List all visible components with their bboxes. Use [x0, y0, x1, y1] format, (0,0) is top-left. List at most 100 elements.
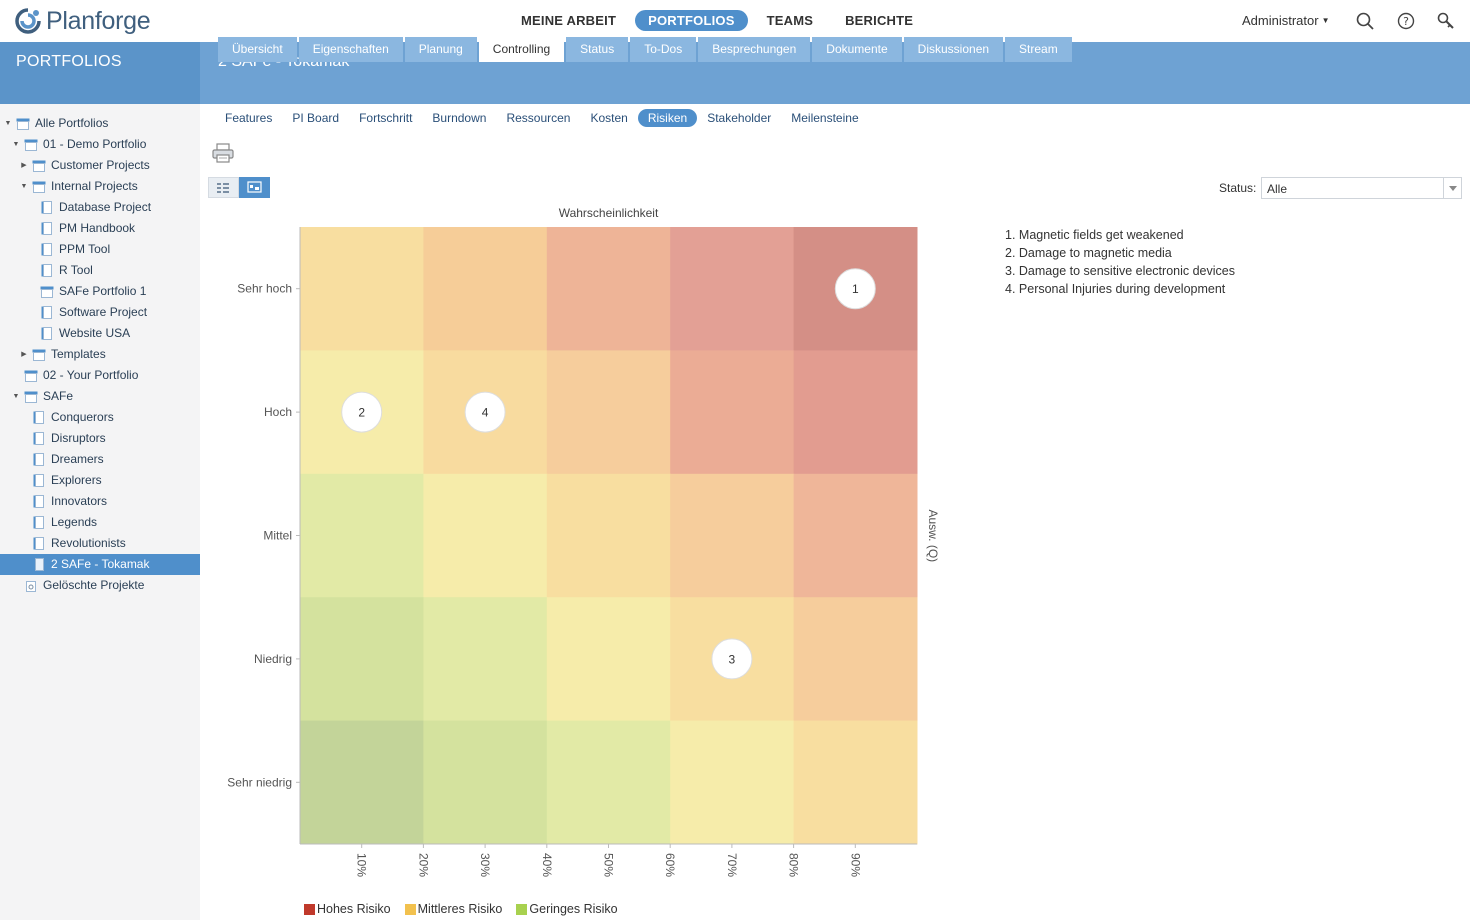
- tab-bersicht[interactable]: Übersicht: [218, 37, 297, 62]
- legend-swatch: [304, 903, 315, 915]
- tree-item-database-project[interactable]: Database Project: [0, 197, 200, 218]
- tree-item-label: SAFe Portfolio 1: [59, 284, 147, 298]
- caret-right-icon[interactable]: ▶: [21, 351, 27, 358]
- y-tick-label: Sehr niedrig: [227, 775, 292, 789]
- risk-marker-1[interactable]: [834, 268, 876, 310]
- tab-controlling[interactable]: Controlling: [478, 37, 565, 62]
- tree-item-r-tool[interactable]: R Tool: [0, 260, 200, 281]
- topnav-teams[interactable]: TEAMS: [766, 13, 814, 28]
- subtab-risiken[interactable]: Risiken: [637, 109, 698, 127]
- tree-item-alle-portfolios[interactable]: ▼ Alle Portfolios: [0, 113, 200, 134]
- tree-item-01-demo-portfolio[interactable]: ▼ 01 - Demo Portfolio: [0, 134, 200, 155]
- tree-item-software-project[interactable]: Software Project: [0, 302, 200, 323]
- printer-icon[interactable]: [211, 142, 235, 164]
- tab-to-dos[interactable]: To-Dos: [630, 37, 697, 62]
- caret-down-icon[interactable]: ▼: [12, 393, 20, 400]
- tab-stream[interactable]: Stream: [1005, 37, 1072, 62]
- topnav-meine-arbeit[interactable]: MEINE ARBEIT: [521, 13, 617, 28]
- app-logo[interactable]: Planforge: [14, 6, 151, 36]
- chart-view-button[interactable]: [239, 177, 270, 198]
- tree-item-internal-projects[interactable]: ▼ Internal Projects: [0, 176, 200, 197]
- status-filter-select[interactable]: Alle: [1261, 177, 1462, 199]
- tree-item-ppm-tool[interactable]: PPM Tool: [0, 239, 200, 260]
- portfolio-icon: [32, 349, 46, 361]
- legend-label: Geringes Risiko: [529, 902, 618, 916]
- project-icon: [33, 411, 44, 424]
- project-icon: [33, 537, 44, 550]
- tree-item-customer-projects[interactable]: ▶ Customer Projects: [0, 155, 200, 176]
- risk-marker-2[interactable]: [341, 391, 383, 433]
- risk-list-item[interactable]: 4. Personal Injuries during development: [1005, 280, 1235, 298]
- tree-item-label: Revolutionists: [51, 536, 126, 550]
- tab-status[interactable]: Status: [566, 37, 629, 62]
- x-tick-label: 60%: [663, 853, 677, 877]
- risk-number: 1: [1005, 228, 1012, 242]
- y-tick-label: Mittel: [263, 529, 292, 543]
- tree-item-02-your-portfolio[interactable]: 02 - Your Portfolio: [0, 365, 200, 386]
- tab-besprechungen[interactable]: Besprechungen: [698, 37, 811, 62]
- portfolio-icon: [24, 370, 38, 382]
- project-icon: [41, 201, 52, 214]
- project-icon: [33, 495, 44, 508]
- risk-number-separator: .: [1011, 228, 1019, 242]
- list-view-button[interactable]: [208, 177, 239, 198]
- matrix-cell: [300, 597, 424, 722]
- risk-marker-3[interactable]: [711, 638, 753, 680]
- tree-item-conquerors[interactable]: Conquerors: [0, 407, 200, 428]
- risk-list-item[interactable]: 3. Damage to sensitive electronic device…: [1005, 262, 1235, 280]
- tree-item-legends[interactable]: Legends: [0, 512, 200, 533]
- caret-right-icon[interactable]: ▶: [21, 162, 27, 169]
- subtab-features[interactable]: Features: [225, 111, 273, 125]
- tree-item-explorers[interactable]: Explorers: [0, 470, 200, 491]
- tab-eigenschaften[interactable]: Eigenschaften: [298, 37, 403, 62]
- subtab-meilensteine[interactable]: Meilensteine: [791, 111, 859, 125]
- legend-item-geringes-risiko[interactable]: Geringes Risiko: [516, 902, 618, 916]
- tree-item-safe-portfolio-1[interactable]: SAFe Portfolio 1: [0, 281, 200, 302]
- matrix-cell: [546, 720, 671, 845]
- matrix-cell: [300, 227, 424, 351]
- risk-list-item[interactable]: 2. Damage to magnetic media: [1005, 244, 1235, 262]
- subtab-kosten[interactable]: Kosten: [590, 111, 628, 125]
- subtab-burndown[interactable]: Burndown: [432, 111, 487, 125]
- tree-item-gel-schte-projekte[interactable]: Gelöschte Projekte: [0, 575, 200, 596]
- tree-item-website-usa[interactable]: Website USA: [0, 323, 200, 344]
- y-tick-label: Sehr hoch: [237, 282, 292, 296]
- help-icon[interactable]: ?: [1396, 11, 1416, 31]
- tree-item-templates[interactable]: ▶ Templates: [0, 344, 200, 365]
- tree-item-dreamers[interactable]: Dreamers: [0, 449, 200, 470]
- caret-down-icon: ▼: [1321, 16, 1330, 25]
- topnav-berichte[interactable]: BERICHTE: [845, 13, 914, 28]
- legend-item-hohes-risiko[interactable]: Hohes Risiko: [304, 902, 391, 916]
- risk-list-item[interactable]: 1. Magnetic fields get weakened: [1005, 226, 1235, 244]
- tree-item-safe[interactable]: ▼ SAFe: [0, 386, 200, 407]
- risk-matrix-chart: Wahrscheinlichkeit Sehr hoch Hoch Mittel Nie…: [227, 206, 940, 877]
- caret-down-icon[interactable]: ▼: [12, 141, 20, 148]
- tree-item-innovators[interactable]: Innovators: [0, 491, 200, 512]
- tab-diskussionen[interactable]: Diskussionen: [903, 37, 1004, 62]
- project-icon: [41, 243, 52, 256]
- risk-marker-4[interactable]: [464, 391, 506, 433]
- caret-down-icon[interactable]: ▼: [4, 120, 12, 127]
- project-icon: [33, 516, 44, 529]
- caret-down-icon[interactable]: ▼: [20, 183, 28, 190]
- tree-item-disruptors[interactable]: Disruptors: [0, 428, 200, 449]
- tree-item-2-safe-tokamak[interactable]: 2 SAFe - Tokamak: [0, 554, 200, 575]
- portfolio-icon: [24, 391, 38, 403]
- app-name: Planforge: [46, 6, 151, 35]
- search-icon[interactable]: [1355, 11, 1375, 31]
- subtab-stakeholder[interactable]: Stakeholder: [707, 111, 772, 125]
- subtab-ressourcen[interactable]: Ressourcen: [506, 111, 571, 125]
- key-icon[interactable]: [1436, 11, 1456, 31]
- tree-item-label: Alle Portfolios: [35, 116, 109, 130]
- tree-item-pm-handbook[interactable]: PM Handbook: [0, 218, 200, 239]
- user-menu[interactable]: Administrator ▼: [1242, 13, 1330, 28]
- subtab-pi-board[interactable]: PI Board: [292, 111, 340, 125]
- legend-item-mittleres-risiko[interactable]: Mittleres Risiko: [404, 902, 502, 916]
- risk-name: Personal Injuries during development: [1018, 282, 1226, 296]
- topnav-portfolios[interactable]: PORTFOLIOS: [635, 10, 748, 31]
- tab-planung[interactable]: Planung: [404, 37, 477, 62]
- view-toggle: [208, 177, 270, 198]
- subtab-fortschritt[interactable]: Fortschritt: [359, 111, 413, 125]
- tree-item-revolutionists[interactable]: Revolutionists: [0, 533, 200, 554]
- tab-dokumente[interactable]: Dokumente: [812, 37, 902, 62]
